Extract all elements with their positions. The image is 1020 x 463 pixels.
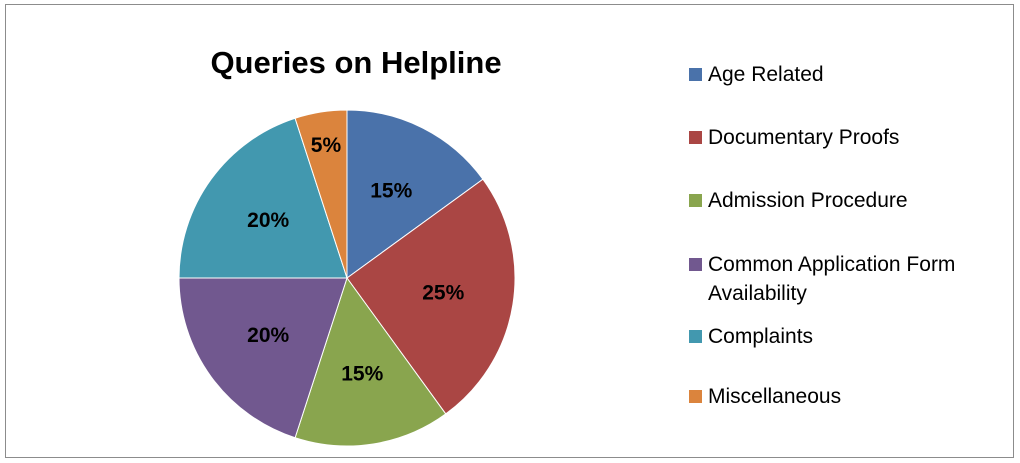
data-label-documentary-proofs: 25% [422, 282, 464, 305]
chart-area: Queries on Helpline 15% 25% 15% 20% 20% 5% Ag… [5, 4, 1014, 458]
legend-label: Common Application Form Availability [708, 253, 956, 305]
pie-slice-complaints [178, 117, 348, 279]
legend-swatch [689, 330, 702, 343]
pie-slice-documentary-proofs [346, 178, 516, 415]
legend-item-complaints: Complaints [689, 322, 998, 351]
data-label-complaints: 20% [247, 209, 289, 232]
pie-slice-common-application-form-availability [178, 277, 348, 439]
data-label-admission-procedure: 15% [341, 363, 383, 386]
legend-item-miscellaneous: Miscellaneous [689, 382, 998, 411]
chart-title: Queries on Helpline [210, 45, 502, 80]
legend-label: Complaints [708, 325, 814, 348]
legend-label: Age Related [708, 63, 824, 86]
legend-swatch [689, 194, 702, 207]
data-label-miscellaneous: 5% [311, 134, 342, 157]
legend-label: Miscellaneous [708, 385, 842, 408]
pie-slice-admission-procedure [294, 276, 447, 447]
legend-swatch [689, 258, 702, 271]
pie-chart: 15% 25% 15% 20% 20% 5% [178, 109, 516, 447]
data-label-age-related: 15% [370, 180, 412, 203]
legend-item-admission-procedure: Admission Procedure [689, 186, 998, 215]
legend-item-common-application-form-availability: Common Application Form Availability [689, 250, 998, 308]
pie-slice-age-related [346, 109, 484, 279]
legend-swatch [689, 390, 702, 403]
pie-slice-miscellaneous [294, 109, 348, 279]
legend-item-age-related: Age Related [689, 60, 998, 89]
legend-label: Admission Procedure [708, 189, 908, 212]
data-label-common-application-form-availability: 20% [247, 324, 289, 347]
legend-swatch [689, 131, 702, 144]
legend-item-documentary-proofs: Documentary Proofs [689, 123, 998, 152]
legend-swatch [689, 68, 702, 81]
legend-label: Documentary Proofs [708, 126, 900, 149]
